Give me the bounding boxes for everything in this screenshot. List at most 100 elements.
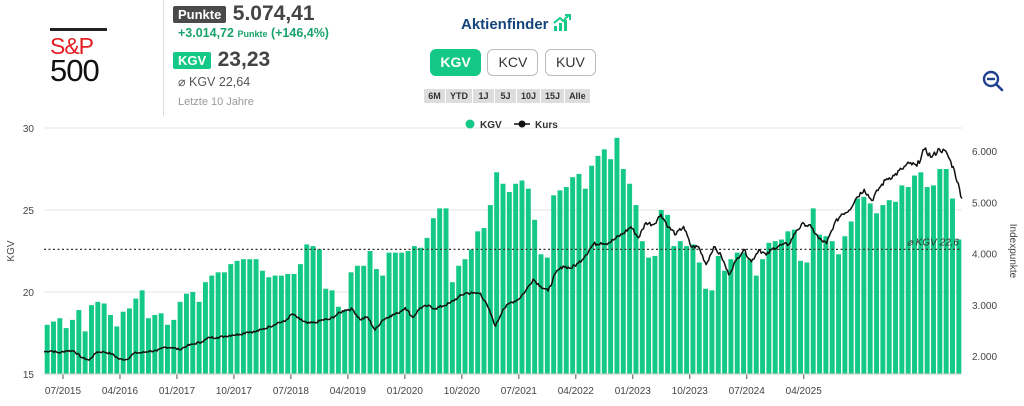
axes: 15 20 25 30 2.000 3.000 4.000 5.000 6.000 KGV Inde…: [6, 124, 1018, 397]
kgv-bar: [462, 259, 468, 374]
kgv-bar: [51, 321, 56, 374]
kgv-bar: [95, 301, 101, 374]
kgv-bar: [684, 246, 690, 374]
legend-kurs-marker: [518, 120, 526, 128]
kgv-bars: [44, 137, 962, 374]
range-5j-button[interactable]: 5J: [495, 89, 516, 103]
kgv-bar: [253, 259, 259, 374]
y-right-axis-label: Indexpunkte: [1007, 224, 1018, 279]
range-ytd-button[interactable]: YTD: [446, 89, 472, 103]
zoom-out-button[interactable]: [982, 70, 1004, 97]
kgv-bar: [937, 169, 943, 374]
kurs-series-line: [43, 147, 963, 361]
kgv-bar: [234, 260, 240, 374]
x-tick-label: 10/2017: [216, 386, 253, 397]
range-10j-button[interactable]: 10J: [517, 89, 541, 103]
x-tick-label: 04/2022: [558, 386, 595, 397]
kgv-bar: [842, 236, 848, 374]
kgv-bar: [836, 254, 842, 374]
kgv-bar: [709, 290, 715, 374]
kgv-bar: [164, 324, 170, 374]
legend-kgv-marker: [465, 119, 475, 129]
kgv-bar: [912, 175, 917, 374]
kgv-bar: [779, 239, 785, 374]
range-1j-button[interactable]: 1J: [473, 89, 494, 103]
kgv-bar: [532, 219, 538, 374]
kurs-line: [43, 147, 963, 361]
y-left-tick-label: 25: [23, 206, 35, 217]
kgv-bar: [893, 201, 898, 374]
period-note: Letzte 10 Jahre: [178, 96, 254, 108]
kgv-bar: [589, 165, 595, 374]
kgv-chart: ⌀ KGV 22,6 15 20 25 30 2.000 3.000 4.000 5.000 6…: [6, 119, 1018, 397]
kgv-bar: [101, 303, 107, 374]
kgv-bar: [367, 251, 373, 374]
kgv-bar: [127, 308, 132, 374]
kgv-bar: [544, 257, 550, 374]
kgv-bar: [456, 265, 462, 374]
kgv-bar: [931, 185, 936, 374]
kgv-bar: [152, 314, 158, 374]
tab-kuv[interactable]: KUV: [544, 49, 596, 76]
kgv-bar: [956, 239, 962, 374]
kgv-bar: [380, 275, 386, 374]
kgv-bar: [608, 159, 614, 374]
kgv-bar: [146, 318, 151, 374]
kgv-bar: [196, 301, 202, 374]
kgv-bar: [627, 183, 633, 374]
tab-kcv[interactable]: KCV: [487, 49, 539, 76]
kgv-bar: [817, 234, 823, 374]
kgv-bar: [133, 298, 139, 374]
aktienfinder-logo: Aktienfinder: [461, 14, 571, 33]
kgv-bar: [361, 265, 367, 374]
kgv-bar: [247, 259, 253, 374]
kgv-bar: [386, 252, 392, 374]
x-tick-label: 04/2025: [786, 386, 823, 397]
rising-chart-icon: [553, 14, 571, 31]
kgv-bar: [335, 306, 341, 374]
kgv-bar: [595, 155, 601, 374]
y-left-tick-label: 15: [23, 370, 35, 381]
kgv-bar: [715, 255, 721, 374]
kgv-bar: [614, 137, 620, 374]
kgv-bar: [89, 305, 94, 374]
kgv-bar: [437, 208, 443, 374]
range-15j-button[interactable]: 15J: [541, 89, 565, 103]
kgv-bar: [943, 169, 949, 374]
kgv-bar: [791, 229, 797, 374]
kgv-bar: [722, 270, 728, 374]
aktienfinder-logo-text: Aktienfinder: [461, 16, 549, 33]
legend-kurs-label: Kurs: [535, 120, 558, 131]
kgv-bar: [500, 183, 506, 374]
chart-legend[interactable]: KGV Kurs: [465, 119, 559, 132]
kgv-bar: [354, 265, 360, 374]
kgv-bar: [70, 319, 75, 374]
x-tick-label: 01/2023: [615, 386, 652, 397]
y-right-tick-label: 2.000: [972, 352, 997, 363]
kgv-bar: [221, 272, 227, 374]
kgv-bar: [171, 319, 177, 374]
kgv-tag: KGV: [173, 51, 212, 69]
range-alle-button[interactable]: Alle: [565, 89, 590, 103]
kgv-bar: [760, 259, 766, 374]
kgv-bar: [798, 260, 804, 374]
kgv-bar: [418, 247, 424, 374]
change-value: +3.014,72: [178, 26, 234, 40]
range-6m-button[interactable]: 6M: [424, 89, 445, 103]
y-left-axis-label: KGV: [6, 240, 17, 261]
kgv-bar: [829, 241, 835, 374]
kgv-bar: [215, 272, 221, 374]
kgv-bar: [570, 177, 576, 374]
x-tick-label: 04/2016: [102, 386, 139, 397]
kgv-bar: [703, 288, 709, 374]
kgv-bar: [411, 246, 417, 374]
kgv-bar: [924, 187, 930, 374]
tab-kgv[interactable]: KGV: [430, 49, 481, 76]
metric-tabs: KGV KCV KUV: [430, 49, 598, 76]
kgv-bar: [158, 313, 164, 374]
kgv-bar: [639, 241, 645, 374]
kgv-bar: [443, 208, 449, 374]
kgv-bar: [665, 214, 671, 374]
kgv-bar: [652, 255, 658, 374]
kgv-bar: [278, 275, 284, 374]
